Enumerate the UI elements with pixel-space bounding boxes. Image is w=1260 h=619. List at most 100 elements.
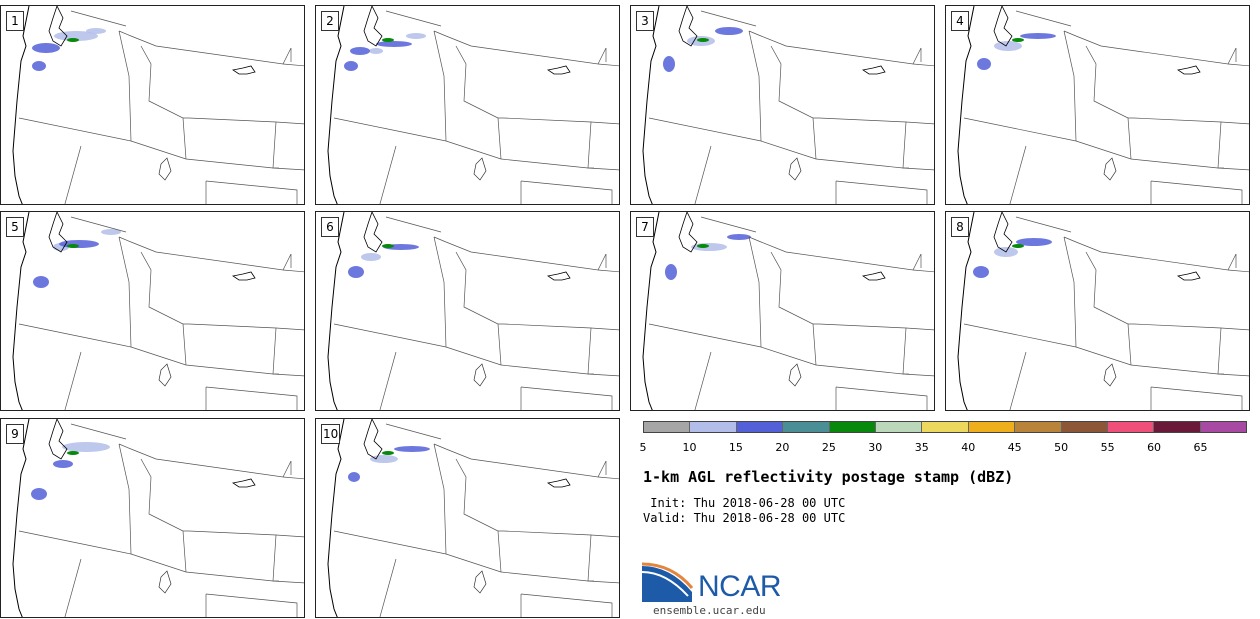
reflectivity-area [101,229,121,235]
map-panel-1: 1 [0,5,305,205]
lake-outline [1103,363,1117,387]
state-border [748,30,762,37]
state-border [912,63,934,67]
state-border [648,323,762,348]
region-map [327,6,619,204]
state-border [905,327,934,331]
lake-outline [1176,271,1201,281]
member-number: 3 [636,11,654,31]
puget-sound [363,419,383,460]
lake-outline [788,157,802,181]
reflectivity-area [361,253,381,261]
lake-outline [473,570,487,594]
state-border [18,323,132,348]
state-border [1075,346,1219,375]
state-border [760,241,922,271]
state-border [520,386,613,410]
lake-outline [546,478,571,488]
state-border [433,236,447,348]
puget-sound [678,212,698,253]
reflectivity-area [1016,238,1052,246]
state-border [1085,251,1132,366]
reflectivity-area [394,446,430,452]
reflectivity-area [406,33,426,39]
colorbar-tick-label: 55 [1100,441,1115,454]
state-border [963,323,1077,348]
state-border [433,236,447,243]
lake-outline [473,157,487,181]
state-border [648,117,762,142]
map-panel-2: 2 [315,5,620,205]
reflectivity-area [665,264,677,280]
state-border [835,180,928,204]
colorbar-segment [690,422,737,432]
colorbar-segment [922,422,969,432]
puget-sound [993,212,1013,253]
state-border [118,443,132,555]
puget-sound [48,6,68,47]
coastline [12,419,30,617]
reflectivity-core [67,244,79,248]
state-border [597,63,619,67]
state-border [445,140,589,169]
region-map [957,212,1249,410]
reflectivity-area [59,240,99,248]
state-border [282,476,304,480]
state-border [445,448,607,478]
state-border [18,530,132,555]
colorbar-tick-label: 20 [775,441,790,454]
reflectivity-area [33,276,49,288]
puget-sound [678,6,698,47]
state-border [1015,216,1072,233]
lake-outline [231,271,256,281]
puget-sound [993,6,1013,47]
reflectivity-core [67,38,79,42]
state-border [455,251,502,366]
state-border [64,351,82,410]
colorbar-tick-label: 40 [961,441,976,454]
state-border [64,558,82,617]
state-border [118,236,132,243]
reflectivity-area [691,243,727,251]
coastline [642,212,660,410]
state-border [1063,236,1077,243]
reflectivity-area [973,266,989,278]
state-border [445,35,607,65]
region-map [12,6,304,204]
region-map [327,212,619,410]
lake-outline [473,363,487,387]
reflectivity-area [1020,33,1056,39]
colorbar-tick-label: 60 [1147,441,1162,454]
region-map [957,6,1249,204]
colorbar-segment [783,422,830,432]
reflectivity-area [344,61,358,71]
reflectivity-area [977,58,991,70]
reflectivity-area [715,27,743,35]
coastline [327,6,345,204]
state-border [1150,386,1243,410]
state-border [748,30,762,142]
state-border [433,443,447,555]
coastline [957,6,975,204]
state-border [183,530,304,584]
state-border [597,476,619,480]
state-border [1063,30,1077,142]
state-border [770,45,817,160]
state-border [813,323,934,377]
state-border [1220,121,1249,125]
colorbar-tick-label: 45 [1007,441,1022,454]
state-border [1075,35,1237,65]
reflectivity-core [1012,244,1024,248]
lake-outline [231,65,256,75]
member-number: 6 [321,217,339,237]
state-border [385,10,442,27]
colorbar-segment [1107,422,1155,432]
colorbar-segment [644,422,691,432]
lake-outline [788,363,802,387]
state-border [433,443,447,450]
state-border [385,216,442,233]
state-border [130,448,292,478]
colorbar-segment [1015,422,1062,432]
coastline [327,419,345,617]
state-border [1128,117,1249,171]
